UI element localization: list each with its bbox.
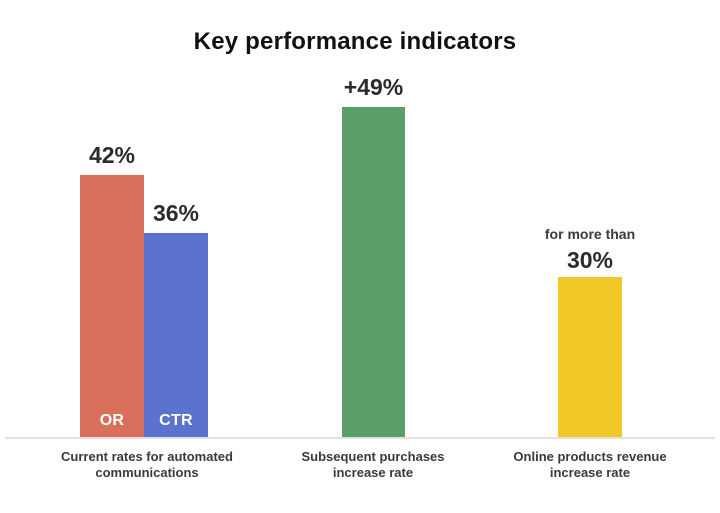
chart-title: Key performance indicators [193, 28, 517, 55]
category-label-line: increase rate [332, 465, 414, 480]
bar-ctr: CTR [144, 233, 208, 438]
value-label-online-revenue: 30% [566, 247, 614, 273]
value-sublabel-online-revenue: for more than [544, 226, 636, 242]
bar-column-subsequent-purchases: +49% [342, 74, 405, 438]
category-label-line: communications [95, 465, 199, 480]
category-label-line: increase rate [549, 465, 631, 480]
value-label-ctr: 36% [152, 200, 200, 226]
bar-column-ctr: 36% CTR [144, 200, 208, 438]
bar-column-online-revenue: for more than 30% [545, 226, 635, 438]
bar-online-revenue [558, 277, 622, 438]
bar-or: OR [80, 175, 144, 438]
bar-series-label-ctr: CTR [159, 412, 193, 429]
category-label-line: Online products revenue [513, 449, 667, 464]
value-label-or: 42% [88, 142, 136, 168]
bar-column-or: 42% OR [80, 142, 144, 438]
category-label-current-rates: Current rates for automated communicatio… [32, 449, 262, 481]
category-label-online-revenue: Online products revenue increase rate [475, 449, 705, 481]
category-label-line: Subsequent purchases [301, 449, 445, 464]
bar-series-label-or: OR [99, 412, 125, 429]
x-axis-baseline [5, 437, 715, 439]
bar-subsequent-purchases [342, 107, 405, 438]
category-label-line: Current rates for automated [61, 449, 233, 464]
value-label-subsequent-purchases: +49% [343, 74, 404, 100]
category-label-subsequent-purchases: Subsequent purchases increase rate [258, 449, 488, 481]
